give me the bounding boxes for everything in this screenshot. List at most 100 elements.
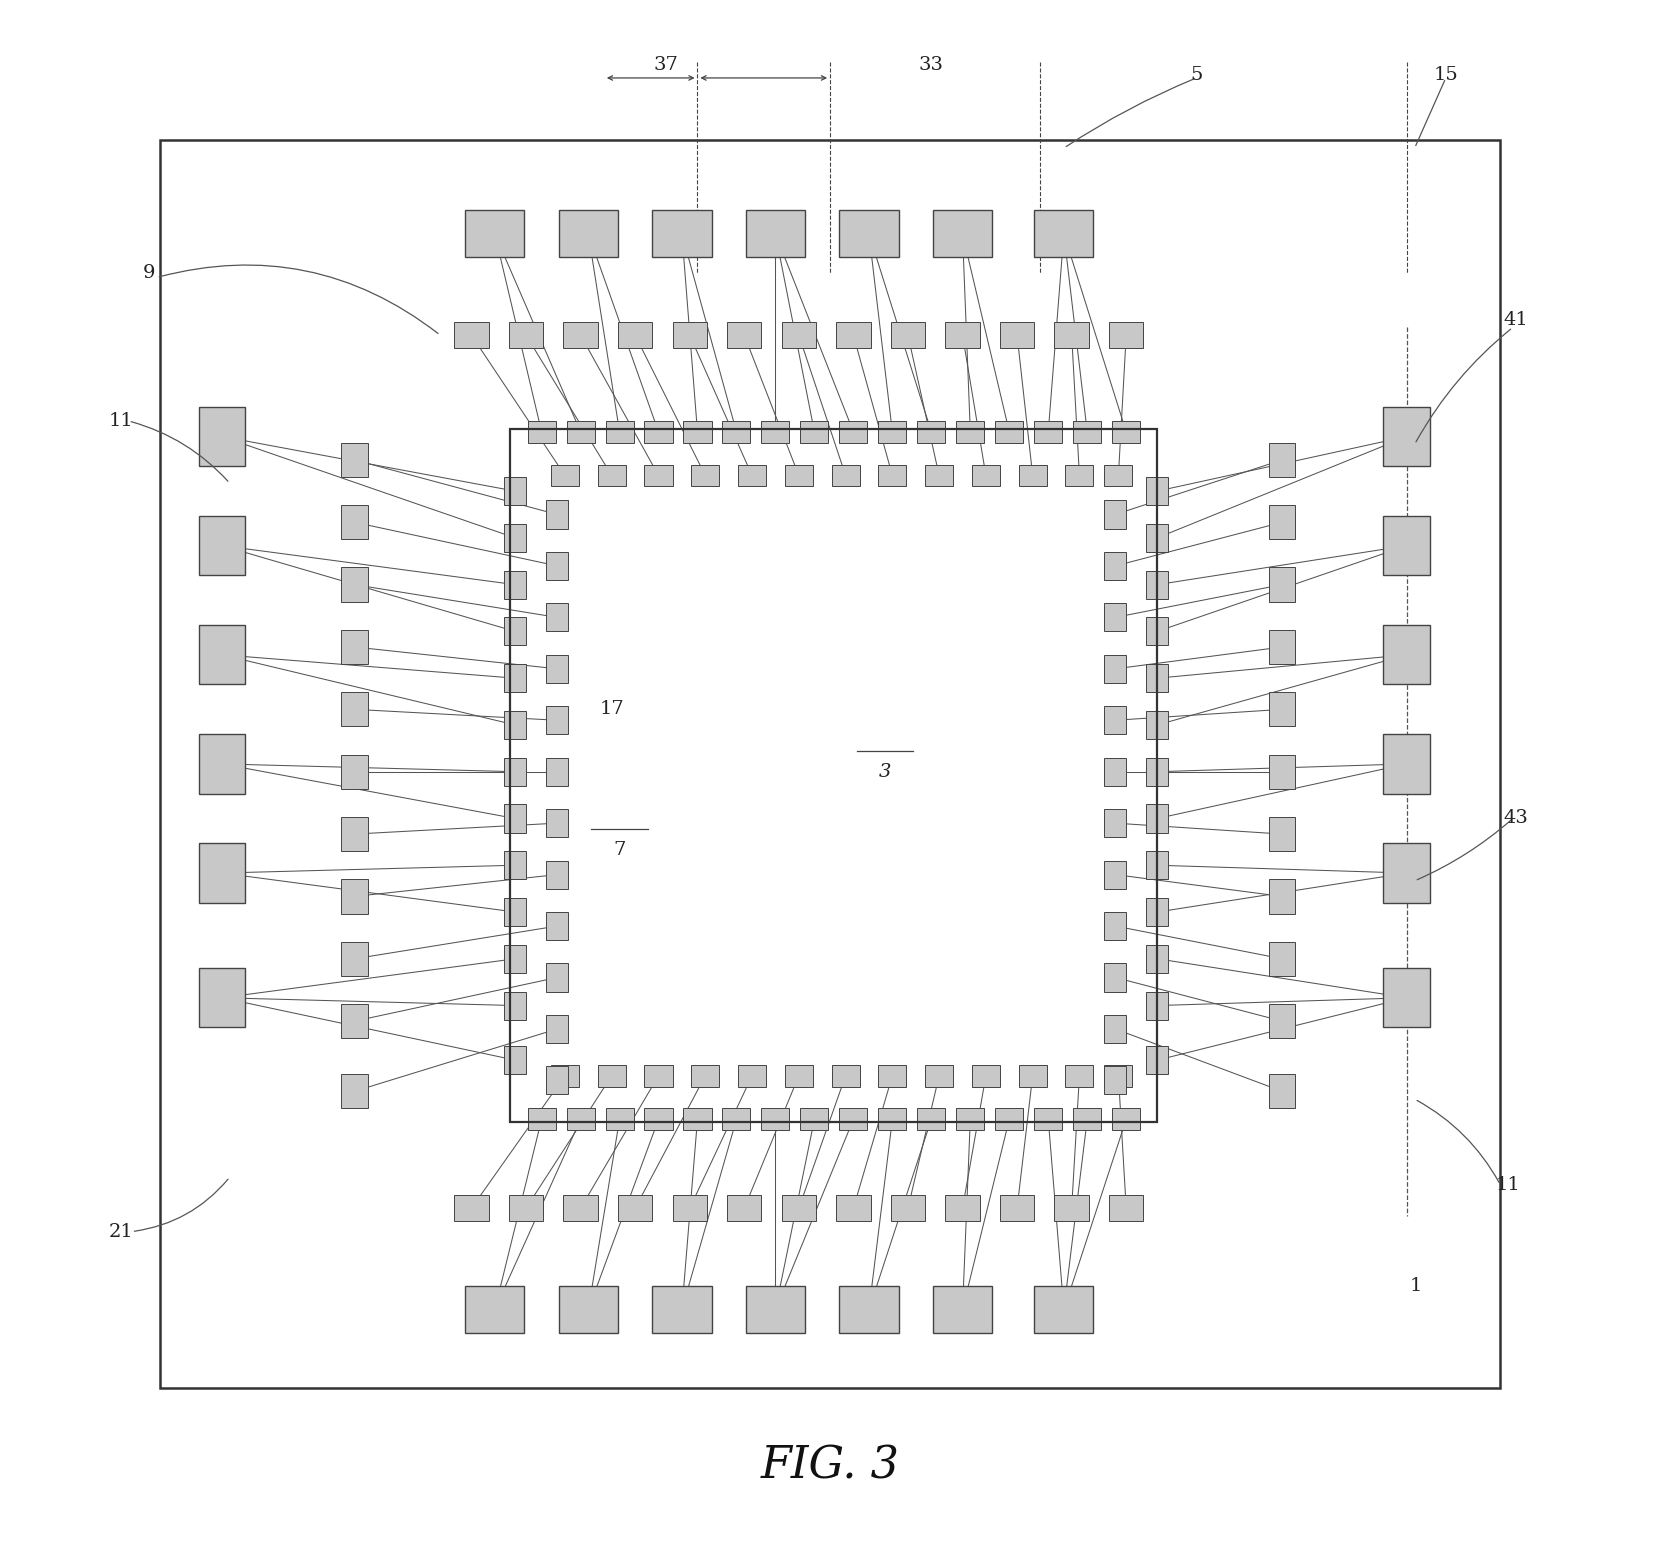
Bar: [800, 421, 828, 443]
Bar: [1268, 630, 1295, 664]
Bar: [342, 755, 369, 789]
Text: 11: 11: [1496, 1175, 1521, 1194]
Bar: [745, 1286, 805, 1333]
Bar: [1104, 912, 1125, 940]
Bar: [342, 567, 369, 602]
Bar: [691, 465, 719, 486]
Bar: [1104, 655, 1125, 683]
Bar: [505, 477, 526, 505]
Text: 41: 41: [1504, 310, 1529, 329]
Bar: [672, 1194, 707, 1222]
Bar: [1147, 664, 1169, 692]
Bar: [652, 210, 712, 257]
Bar: [505, 617, 526, 645]
Bar: [1147, 898, 1169, 926]
Bar: [1268, 443, 1295, 477]
Bar: [598, 465, 626, 486]
Bar: [837, 323, 870, 348]
Bar: [1147, 851, 1169, 879]
Bar: [925, 1065, 953, 1087]
Bar: [1268, 755, 1295, 789]
Bar: [606, 421, 634, 443]
Text: FIG. 3: FIG. 3: [760, 1444, 900, 1487]
Bar: [782, 1194, 817, 1222]
Bar: [1268, 1004, 1295, 1038]
Bar: [1112, 1108, 1140, 1130]
Bar: [505, 571, 526, 599]
Text: 7: 7: [613, 840, 626, 859]
Bar: [1268, 567, 1295, 602]
Bar: [918, 421, 945, 443]
Bar: [1147, 617, 1169, 645]
Bar: [644, 465, 672, 486]
Text: 5: 5: [1190, 65, 1202, 84]
Bar: [342, 879, 369, 914]
Bar: [1104, 809, 1125, 837]
Bar: [546, 500, 568, 529]
Bar: [832, 465, 860, 486]
Bar: [800, 1108, 828, 1130]
Bar: [644, 1065, 672, 1087]
Bar: [1109, 1194, 1144, 1222]
Bar: [956, 1108, 984, 1130]
Bar: [505, 711, 526, 739]
Bar: [505, 804, 526, 833]
Bar: [546, 912, 568, 940]
Bar: [1104, 552, 1125, 580]
Bar: [1104, 465, 1132, 486]
Bar: [342, 942, 369, 976]
Bar: [510, 323, 543, 348]
Bar: [1054, 1194, 1089, 1222]
Bar: [199, 625, 246, 684]
Bar: [505, 992, 526, 1020]
Bar: [1147, 477, 1169, 505]
Bar: [342, 1004, 369, 1038]
Bar: [455, 1194, 488, 1222]
Bar: [722, 421, 750, 443]
Bar: [684, 421, 712, 443]
Bar: [999, 1194, 1034, 1222]
Bar: [762, 1108, 790, 1130]
Bar: [945, 323, 979, 348]
Bar: [840, 421, 868, 443]
Bar: [199, 968, 246, 1027]
Bar: [342, 817, 369, 851]
Bar: [996, 1108, 1023, 1130]
Bar: [891, 1194, 925, 1222]
Bar: [1383, 625, 1431, 684]
Bar: [999, 323, 1034, 348]
Bar: [1383, 407, 1431, 466]
Bar: [1104, 1065, 1132, 1087]
Bar: [1147, 758, 1169, 786]
Bar: [566, 421, 594, 443]
Bar: [1104, 500, 1125, 529]
Bar: [745, 210, 805, 257]
Bar: [342, 505, 369, 539]
Bar: [199, 516, 246, 575]
Bar: [1268, 1074, 1295, 1108]
Bar: [1268, 692, 1295, 726]
Bar: [563, 323, 598, 348]
Bar: [878, 1065, 906, 1087]
Bar: [1034, 1108, 1062, 1130]
Bar: [1112, 421, 1140, 443]
Bar: [644, 421, 672, 443]
Bar: [840, 1286, 898, 1333]
Bar: [832, 1065, 860, 1087]
Bar: [1104, 758, 1125, 786]
Bar: [505, 945, 526, 973]
Bar: [925, 465, 953, 486]
Bar: [546, 809, 568, 837]
Bar: [840, 210, 898, 257]
Bar: [510, 1194, 543, 1222]
Bar: [691, 1065, 719, 1087]
Bar: [956, 421, 984, 443]
Bar: [618, 1194, 652, 1222]
Bar: [971, 1065, 999, 1087]
Bar: [1019, 465, 1047, 486]
Bar: [505, 851, 526, 879]
Bar: [546, 655, 568, 683]
Bar: [465, 1286, 525, 1333]
Bar: [1104, 706, 1125, 734]
Bar: [1104, 861, 1125, 889]
